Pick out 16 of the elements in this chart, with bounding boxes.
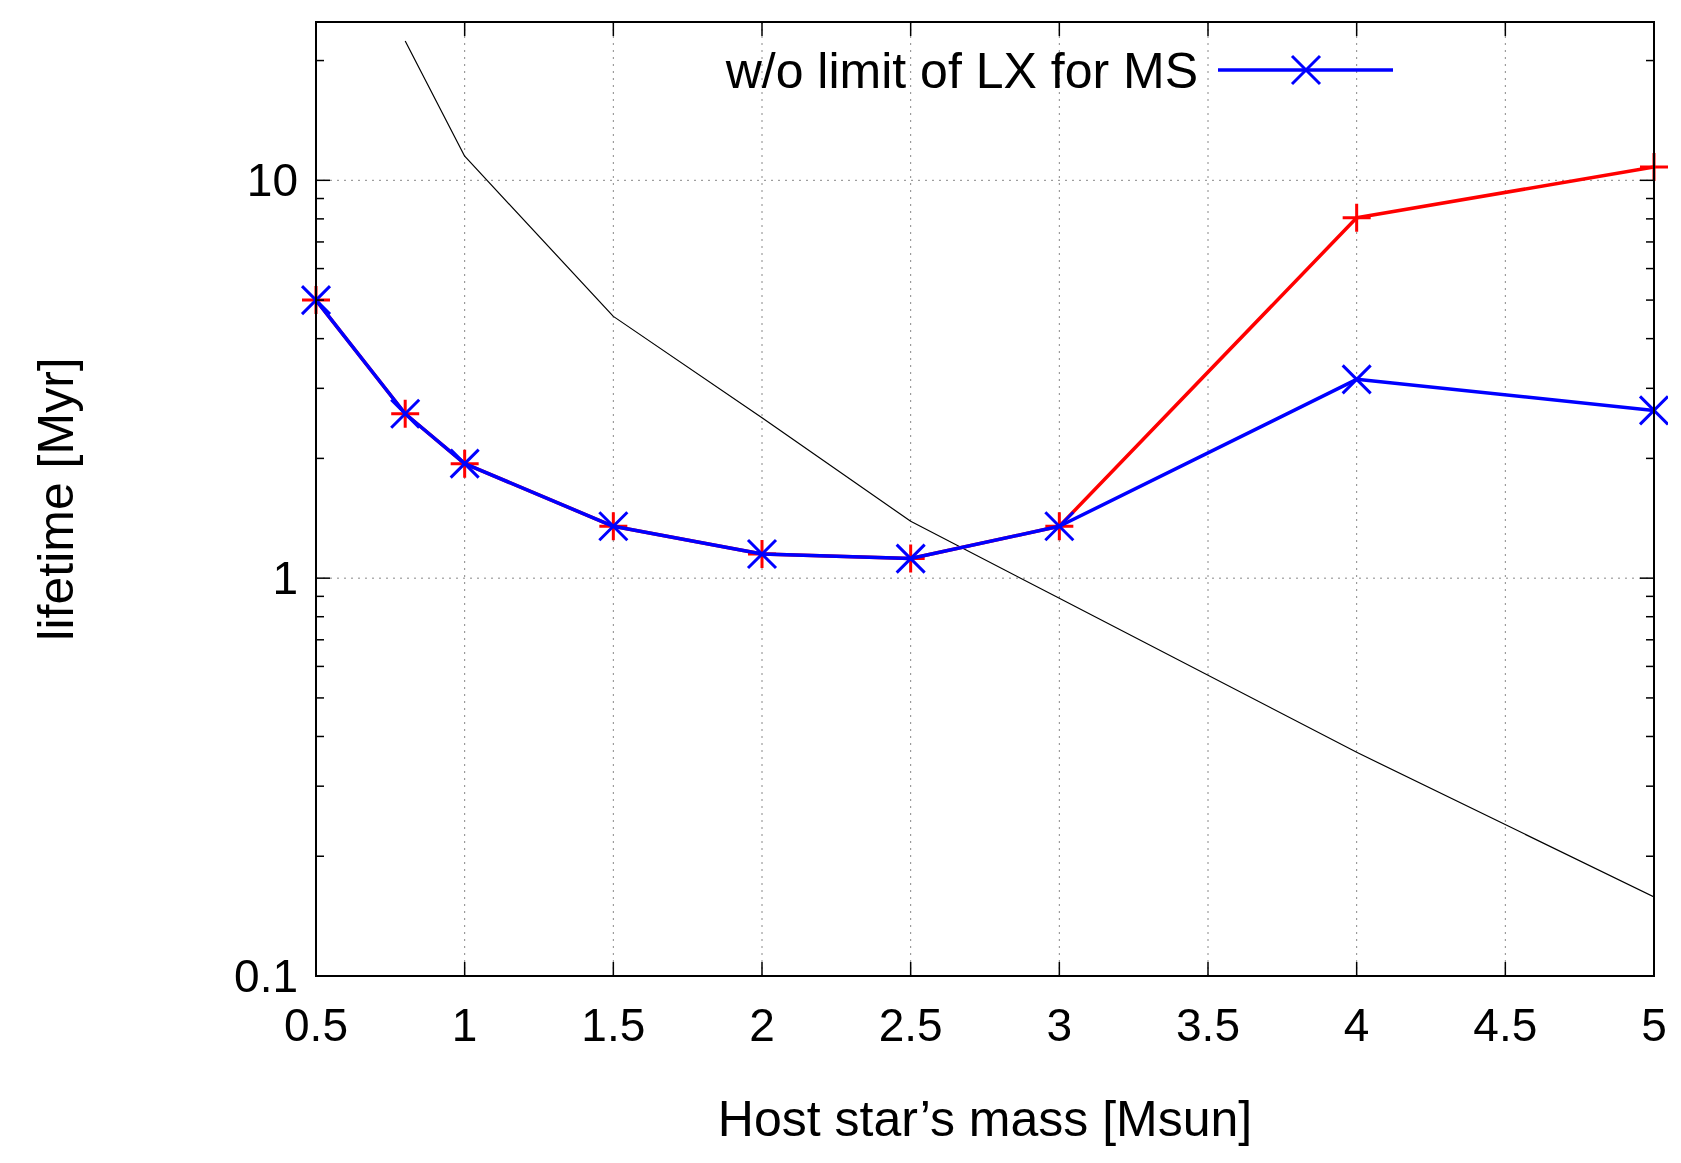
x-tick-label: 2.5 <box>878 999 943 1051</box>
x-tick-label: 2 <box>749 999 775 1051</box>
y-tick-label: 1 <box>272 552 298 605</box>
x-tick-label: 1 <box>451 999 478 1051</box>
x-tick-label: 1.5 <box>581 999 646 1051</box>
x-tick-label: 5 <box>1641 999 1667 1051</box>
x-tick-label: 3 <box>1046 999 1073 1051</box>
y-axis-title: lifetime [Myr] <box>28 357 84 641</box>
x-axis-title: Host star’s mass [Msun] <box>717 1091 1253 1147</box>
y-tick-label: 10 <box>246 154 298 207</box>
point <box>1341 363 1373 395</box>
x-tick-label: 3.5 <box>1176 999 1240 1051</box>
x-tick-label: 4.5 <box>1473 999 1538 1051</box>
legend-label: w/o limit of LX for MS <box>724 42 1198 99</box>
x-tick-label: 4 <box>1343 999 1370 1051</box>
point <box>1638 394 1668 426</box>
